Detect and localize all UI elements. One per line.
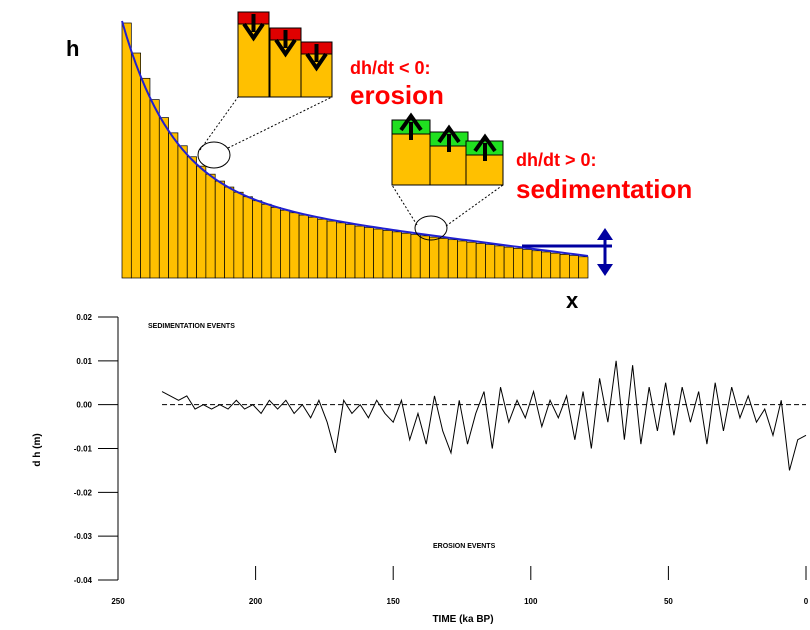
sediment-column: [168, 132, 179, 279]
erosion-condition: dh/dt < 0:: [350, 58, 431, 78]
sediment-column: [149, 99, 160, 279]
up-arrow: [437, 124, 461, 152]
sediment-column: [214, 180, 225, 279]
sediment-column: [447, 239, 458, 279]
sediment-column: [419, 235, 430, 279]
sediment-column: [485, 244, 496, 279]
sediment-column: [336, 222, 347, 279]
sediment-column: [569, 255, 580, 279]
y-axis-title: d h (m): [32, 433, 43, 466]
sediment-column: [252, 200, 263, 279]
sediment-column: [494, 245, 505, 279]
up-arrow: [399, 112, 423, 140]
sediment-column: [140, 77, 151, 279]
sediment-column: [177, 145, 188, 279]
h-label: h: [66, 36, 79, 61]
sediment-column: [289, 212, 300, 279]
sediment-column: [298, 214, 309, 279]
y-tick-label: 0.01: [76, 357, 92, 366]
x-tick-label: 100: [524, 597, 538, 606]
sedimentation-condition: dh/dt > 0:: [516, 150, 597, 170]
sediment-column: [541, 251, 552, 279]
sediment-column: [121, 22, 132, 279]
sediment-column: [186, 156, 197, 279]
surface-curve: [121, 20, 589, 257]
sediment-column: [550, 252, 561, 279]
sediment-column: [438, 238, 449, 279]
sediment-column: [242, 196, 253, 279]
x-tick-label: 50: [664, 597, 673, 606]
down-arrow: [305, 44, 328, 72]
sediment-column: [382, 230, 393, 279]
up-arrow: [473, 133, 497, 161]
sedimentation-label: sedimentation: [516, 174, 692, 204]
sediment-column: [522, 249, 533, 279]
x-axis-title: TIME (ka BP): [432, 614, 493, 625]
x-tick-label: 150: [387, 597, 401, 606]
zoom-line: [391, 184, 418, 226]
arrow-head: [597, 228, 613, 276]
sediment-column: [270, 207, 281, 279]
sediment-column: [513, 247, 524, 279]
sediment-column: [531, 250, 542, 279]
sediment-column: [503, 246, 514, 279]
annotation: EROSION EVENTS: [433, 543, 496, 550]
sediment-column: [130, 52, 141, 279]
zoom-line: [227, 96, 333, 149]
annotation: SEDIMENTATION EVENTS: [148, 323, 235, 330]
x-tick-label: 0: [804, 597, 809, 606]
profile-diagram: [121, 11, 613, 279]
sediment-column: [326, 220, 337, 279]
sediment-column: [475, 243, 486, 279]
sediment-column: [578, 256, 589, 279]
sediment-column: [429, 236, 440, 279]
sediment-column: [457, 240, 468, 279]
sediment-column: [354, 225, 365, 279]
sediment-column: [158, 117, 169, 279]
sediment-column: [410, 234, 421, 279]
sediment-column: [196, 165, 207, 279]
zoom-line: [445, 184, 504, 227]
y-tick-label: 0.00: [76, 401, 92, 410]
x-tick-label: 250: [111, 597, 125, 606]
sediment-column: [466, 241, 477, 279]
y-tick-label: 0.02: [76, 313, 92, 322]
data-line: [161, 360, 807, 471]
sediment-column: [559, 254, 570, 279]
zoom-circle: [414, 215, 448, 241]
x-tick-label: 200: [249, 597, 263, 606]
sediment-column: [205, 173, 216, 279]
zoom-circle: [197, 141, 231, 169]
sediment-column: [280, 209, 291, 279]
y-tick-label: -0.01: [74, 445, 93, 454]
sediment-column: [401, 232, 412, 279]
zoom-line: [199, 96, 239, 151]
sediment-column: [308, 216, 319, 279]
down-arrow: [242, 14, 265, 42]
sediment-column: [224, 186, 235, 279]
y-tick-label: -0.04: [74, 576, 93, 585]
x-label: x: [566, 288, 579, 313]
sediment-column: [363, 227, 374, 279]
sediment-column: [391, 231, 402, 279]
sediment-column: [261, 203, 272, 279]
y-tick-label: -0.02: [74, 488, 93, 497]
y-tick-label: -0.03: [74, 532, 93, 541]
erosion-label: erosion: [350, 80, 444, 110]
sediment-column: [233, 191, 244, 279]
down-arrow: [274, 30, 297, 58]
sediment-column: [345, 224, 356, 279]
sediment-column: [373, 228, 384, 279]
sediment-column: [317, 218, 328, 279]
